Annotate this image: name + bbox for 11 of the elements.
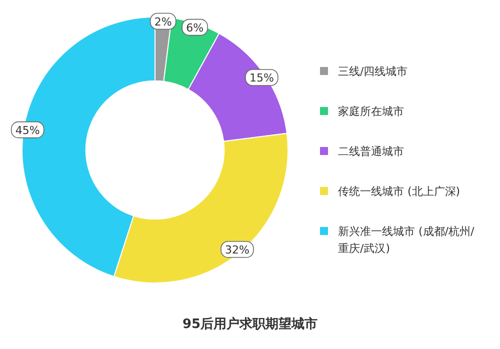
legend-label: 二线普通城市 — [338, 145, 404, 158]
data-label: 32% — [225, 243, 250, 256]
legend-label: 三线/四线城市 — [338, 65, 408, 78]
data-label: 15% — [249, 71, 274, 84]
data-label: 2% — [154, 15, 172, 28]
legend-label: 新兴准一线城市 (成都/杭州/重庆/武汉) — [338, 225, 474, 255]
data-label: 45% — [15, 124, 40, 137]
legend-label: 家庭所在城市 — [338, 105, 404, 118]
data-label: 6% — [186, 21, 204, 34]
legend-label: 传统一线城市 (北上广深) — [338, 185, 460, 198]
text: 95后用户求职期望城市 — [182, 316, 318, 332]
